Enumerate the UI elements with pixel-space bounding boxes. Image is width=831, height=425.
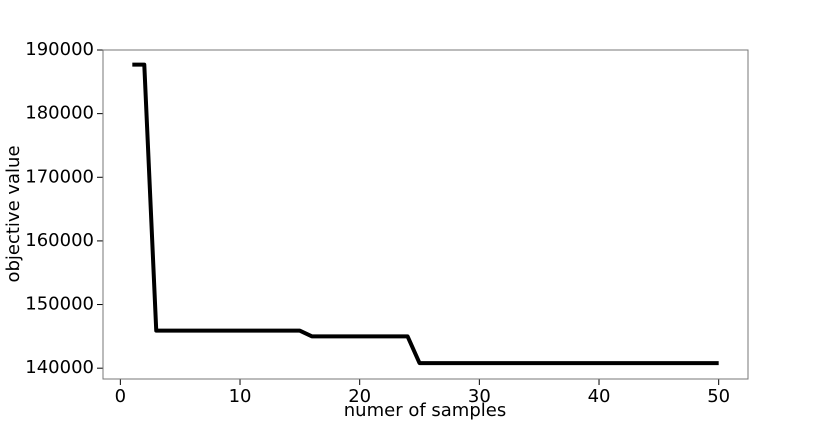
x-tick-label: 50 (707, 386, 730, 407)
y-tick-label: 140000 (25, 357, 94, 378)
y-tick-label: 160000 (25, 230, 94, 251)
x-axis-label: numer of samples (344, 400, 506, 421)
x-tick-label: 10 (229, 386, 252, 407)
x-tick-label: 30 (468, 386, 491, 407)
y-tick-label: 190000 (25, 39, 94, 60)
y-tick-label: 170000 (25, 166, 94, 187)
y-tick-label: 180000 (25, 103, 94, 124)
y-tick-label: 150000 (25, 294, 94, 315)
y-axis-label: objective value (3, 145, 24, 282)
x-tick-label: 0 (115, 386, 126, 407)
x-tick-label: 40 (588, 386, 611, 407)
data-line (132, 62, 719, 366)
x-tick-label: 20 (348, 386, 371, 407)
plot-frame (102, 49, 749, 380)
